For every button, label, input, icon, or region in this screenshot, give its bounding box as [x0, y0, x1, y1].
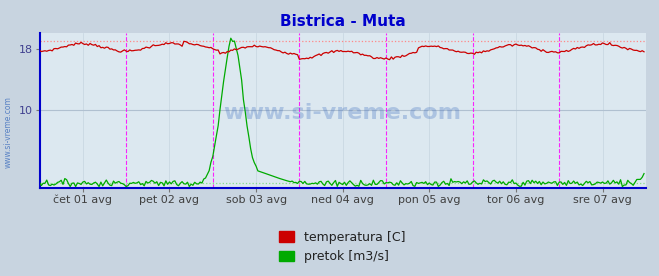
- Title: Bistrica - Muta: Bistrica - Muta: [280, 14, 405, 29]
- Text: www.si-vreme.com: www.si-vreme.com: [223, 104, 462, 123]
- Legend: temperatura [C], pretok [m3/s]: temperatura [C], pretok [m3/s]: [275, 227, 410, 267]
- Text: www.si-vreme.com: www.si-vreme.com: [3, 97, 13, 168]
